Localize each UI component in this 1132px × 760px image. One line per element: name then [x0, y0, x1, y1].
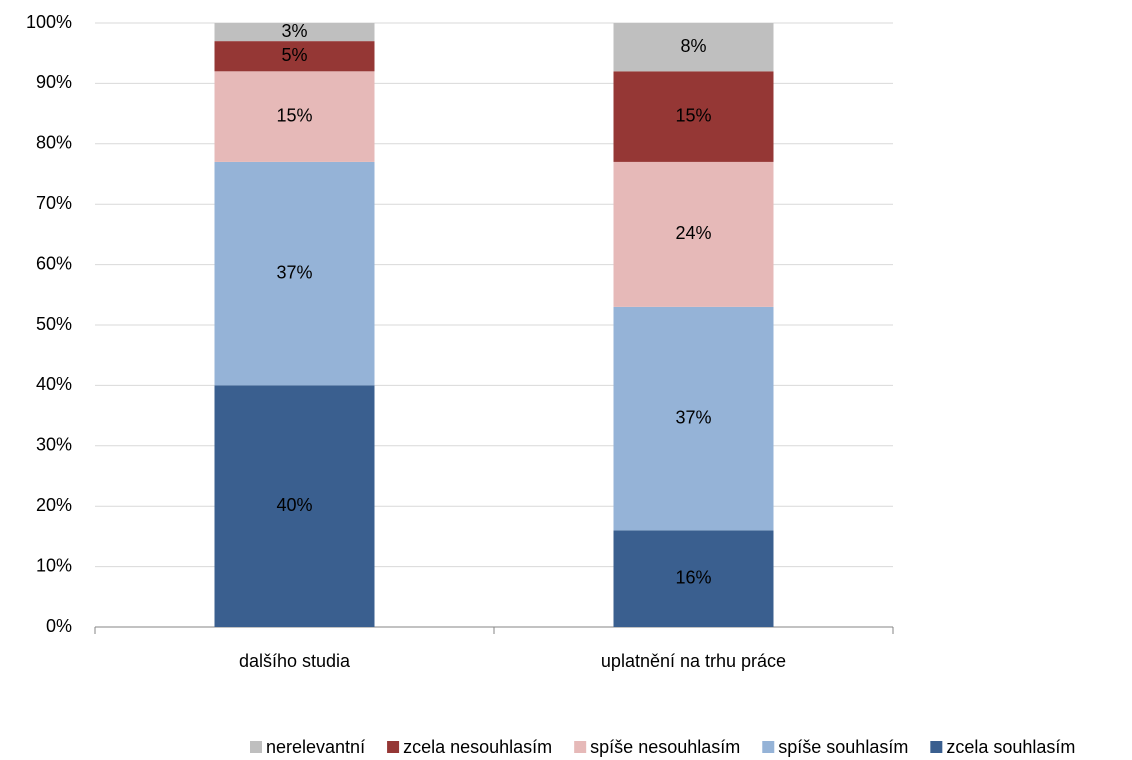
y-tick-label: 50% [36, 314, 72, 334]
legend-swatch [930, 741, 943, 753]
data-label: 15% [276, 105, 312, 125]
bar-segment [214, 161, 375, 386]
bar-segment [214, 71, 375, 162]
data-label: 40% [276, 495, 312, 515]
y-tick-label: 70% [36, 193, 72, 213]
bar-segment [613, 23, 774, 72]
x-tick-label: dalšího studia [239, 651, 351, 671]
data-label: 24% [675, 223, 711, 243]
y-tick-label: 100% [26, 12, 72, 32]
legend-swatch [762, 741, 775, 753]
y-tick-label: 80% [36, 133, 72, 153]
legend-label: spíše souhlasím [778, 737, 908, 757]
y-tick-label: 20% [36, 495, 72, 515]
data-label: 5% [281, 45, 307, 65]
legend-label: nerelevantní [266, 737, 365, 757]
bar-segment [214, 385, 375, 627]
bar-segment [613, 530, 774, 627]
data-label: 37% [276, 262, 312, 282]
data-label: 16% [675, 567, 711, 587]
y-tick-label: 30% [36, 435, 72, 455]
data-label: 15% [675, 105, 711, 125]
legend-label: zcela souhlasím [946, 737, 1075, 757]
data-label: 37% [675, 407, 711, 427]
y-tick-label: 40% [36, 374, 72, 394]
legend-swatch [387, 741, 400, 753]
legend-label: zcela nesouhlasím [403, 737, 552, 757]
data-label: 3% [281, 21, 307, 41]
y-tick-label: 0% [46, 616, 72, 636]
legend-label: spíše nesouhlasím [590, 737, 740, 757]
bar-segment [613, 306, 774, 531]
legend-swatch [574, 741, 587, 753]
y-tick-label: 90% [36, 72, 72, 92]
x-tick-label: uplatnění na trhu práce [601, 651, 786, 671]
y-tick-label: 10% [36, 555, 72, 575]
data-label: 8% [680, 36, 706, 56]
legend-swatch [250, 741, 262, 753]
bar-segment [613, 161, 774, 307]
bar-segment [613, 71, 774, 162]
y-tick-label: 60% [36, 253, 72, 273]
bar-segment [214, 41, 375, 72]
bar-segment [214, 23, 375, 42]
